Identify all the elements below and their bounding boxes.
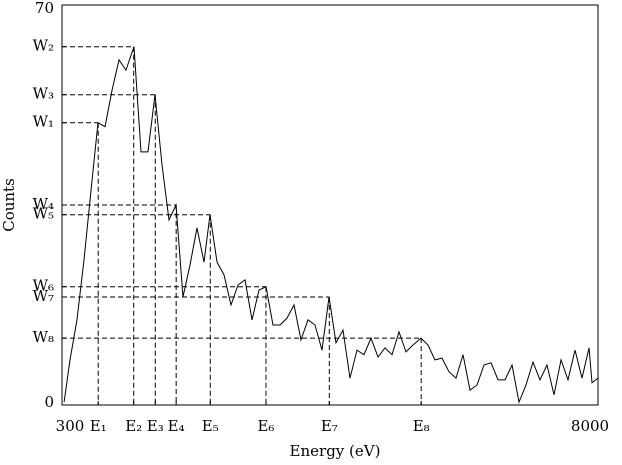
y-axis-label: Counts: [0, 178, 18, 232]
y-tick-label: 70: [35, 0, 54, 17]
y-tick-label: W₁: [33, 113, 54, 131]
y-tick-label: W₅: [33, 205, 54, 223]
x-tick-label: E₅: [202, 417, 219, 435]
x-tick-label: E₆: [257, 417, 274, 435]
x-tick-label: E₃: [147, 417, 164, 435]
y-tick-label: W₇: [33, 287, 54, 305]
y-tick-label: W₈: [33, 328, 54, 346]
y-tick-label: W₃: [33, 85, 54, 103]
x-tick-label: E₈: [413, 417, 430, 435]
y-tick-label: 0: [44, 393, 54, 411]
y-tick-label: W₂: [33, 37, 54, 55]
x-tick-label: E₄: [168, 417, 185, 435]
x-tick-label: 8000: [571, 417, 609, 435]
x-tick-label: E₂: [125, 417, 142, 435]
x-tick-label: 300: [56, 417, 85, 435]
x-axis-label: Energy (eV): [290, 442, 381, 460]
x-tick-label: E₇: [321, 417, 338, 435]
x-tick-label: E₁: [90, 417, 107, 435]
data-line: [63, 46, 599, 404]
y-tick-label: W₄: [33, 195, 54, 213]
y-tick-label: W₆: [33, 277, 54, 295]
